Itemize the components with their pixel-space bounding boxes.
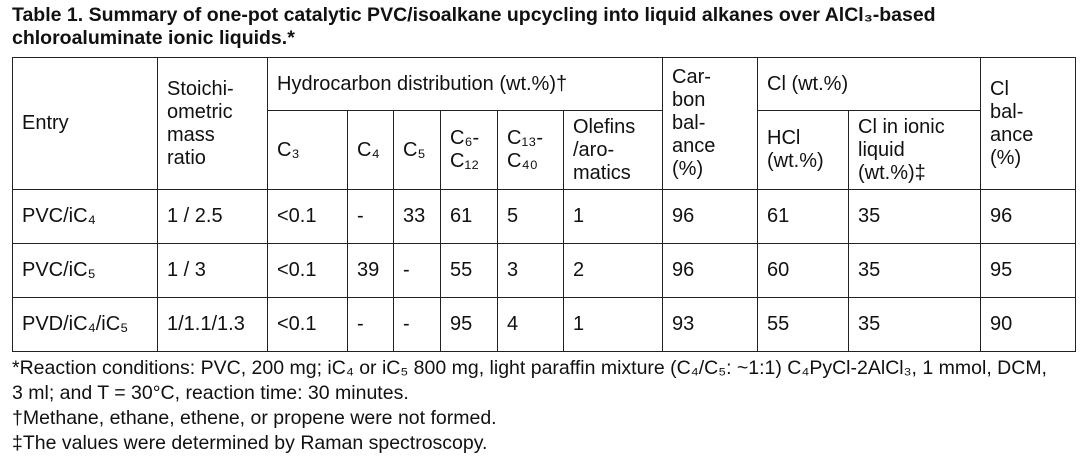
data-cell: PVC/iC₄: [12, 189, 158, 244]
footnotes: *Reaction conditions: PVC, 200 mg; iC₄ o…: [12, 356, 1062, 456]
data-cell: 55: [440, 243, 498, 298]
header-cell: HCl (wt.%): [757, 110, 849, 190]
data-row: PVC/iC₄ 1 / 2.5 <0.1-33 61 5 1 96 61 35 96: [12, 189, 1076, 244]
data-cell: 1/1.1/1.3: [157, 297, 268, 352]
data-cell: 96: [662, 243, 758, 298]
data-cell: 35: [848, 243, 981, 298]
header-cell: C₃: [267, 110, 348, 190]
data-row: PVD/iC₄/iC₅ 1/1.1/1.3 <0.1- -95 4 1 93 55 35 90: [12, 297, 1076, 352]
data-cell: 33: [393, 189, 441, 244]
data-cell: 5: [497, 189, 564, 244]
table: Entry Stoichi- ometric mass ratio Hydroc…: [12, 57, 1076, 352]
data-cell: 93: [662, 297, 758, 352]
data-cell: 3: [497, 243, 564, 298]
header-cell: C₄: [347, 110, 394, 190]
data-cell: <0.1: [267, 243, 348, 298]
data-cell: 39: [347, 243, 394, 298]
data-cell: PVD/iC₄/iC₅: [12, 297, 158, 352]
header-cell: Entry: [12, 57, 158, 190]
data-cell: -: [347, 297, 394, 352]
header-cell: Hydrocarbon distribution (wt.%)†: [267, 57, 663, 111]
data-row: PVC/iC₅ 1 / 3 <0.1 39-55 3 2 96 60 35 95: [12, 243, 1076, 298]
data-cell: <0.1: [267, 189, 348, 244]
data-cell: 95: [980, 243, 1076, 298]
header-cell: C₁₃- C₄₀: [497, 110, 564, 190]
header-cell: Stoichi- ometric mass ratio: [157, 57, 268, 190]
header-cell: C₆- C₁₂: [440, 110, 498, 190]
data-cell: 60: [757, 243, 849, 298]
header-row: Entry Stoichi- ometric mass ratio Hydroc…: [12, 57, 1076, 190]
data-cell: 61: [440, 189, 498, 244]
data-cell: 1 / 3: [157, 243, 268, 298]
data-cell: -: [393, 243, 441, 298]
data-cell: -: [347, 189, 394, 244]
data-cell: 2: [563, 243, 663, 298]
data-cell: 1 / 2.5: [157, 189, 268, 244]
footnote: ‡The values were determined by Raman spe…: [12, 432, 488, 454]
data-cell: 96: [980, 189, 1076, 244]
footnote: †Methane, ethane, ethene, or propene wer…: [12, 407, 497, 429]
data-cell: 95: [440, 297, 498, 352]
footnote: *Reaction conditions: PVC, 200 mg; iC₄ o…: [12, 357, 1047, 404]
header-cell: Cl (wt.%): [757, 57, 981, 111]
data-cell: 61: [757, 189, 849, 244]
table-title: Table 1. Summary of one-pot catalytic PV…: [12, 4, 936, 49]
data-cell: <0.1: [267, 297, 348, 352]
header-cell: Olefins /aro- matics: [563, 110, 663, 190]
data-cell: 1: [563, 189, 663, 244]
header-cell: Cl in ionic liquid (wt.%)‡: [848, 110, 981, 190]
header-cell: Cl bal- ance (%): [980, 57, 1076, 190]
data-cell: 35: [848, 297, 981, 352]
data-cell: 90: [980, 297, 1076, 352]
header-cell: C₅: [393, 110, 441, 190]
data-cell: 35: [848, 189, 981, 244]
data-cell: 96: [662, 189, 758, 244]
data-cell: 4: [497, 297, 564, 352]
data-cell: -: [393, 297, 441, 352]
data-cell: 55: [757, 297, 849, 352]
data-cell: 1: [563, 297, 663, 352]
header-cell: Car- bon bal- ance (%): [662, 57, 758, 190]
data-cell: PVC/iC₅: [12, 243, 158, 298]
header-row: C₃ C₄ C₅ C₆- C₁₂ C₁₃- C₄₀ Olefins /aro- matic…: [13, 110, 1076, 190]
